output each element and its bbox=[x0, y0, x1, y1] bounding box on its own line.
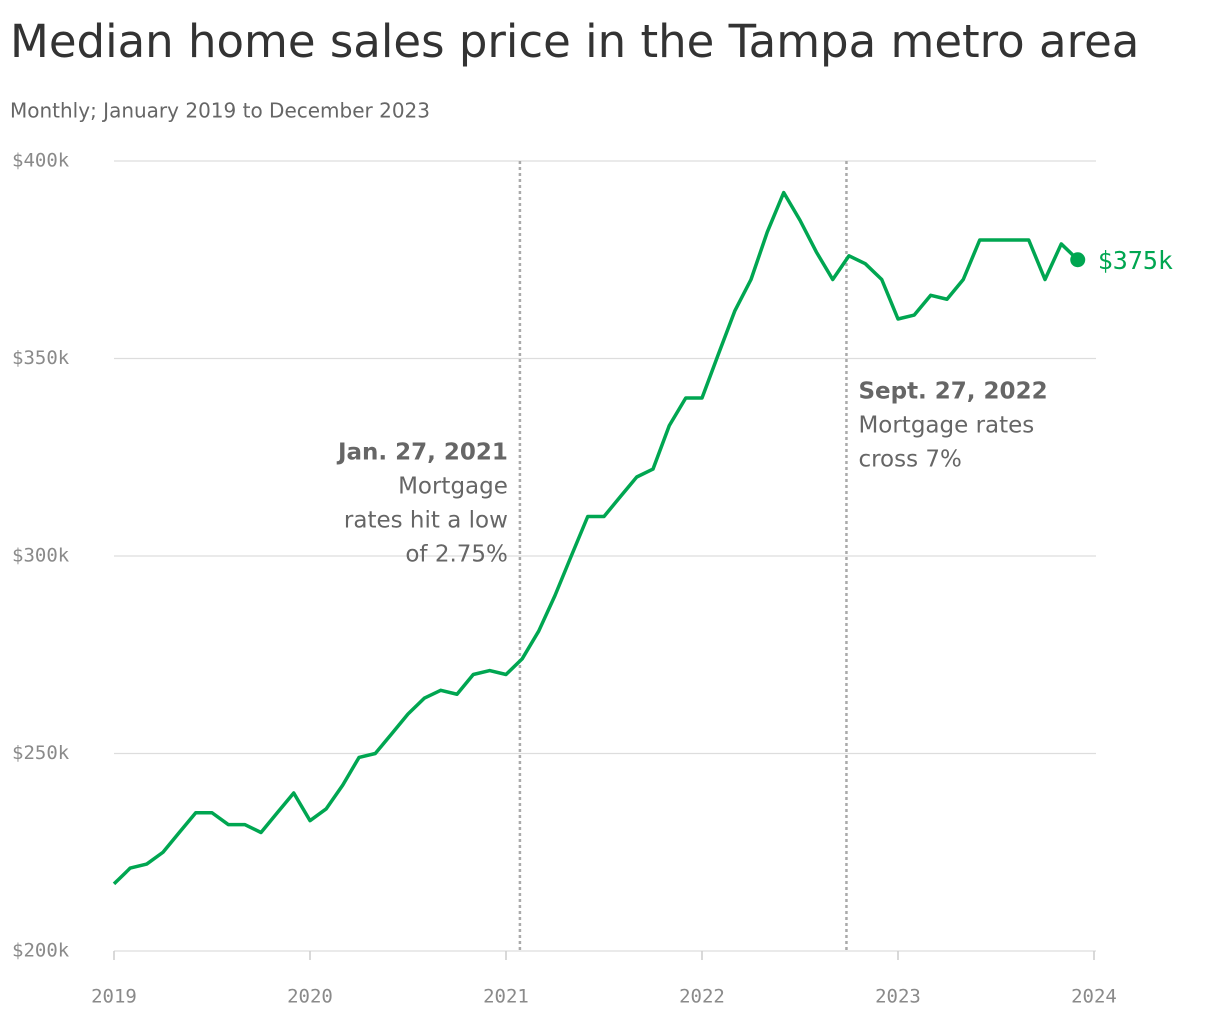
end-point bbox=[1070, 252, 1086, 268]
chart-subtitle: Monthly; January 2019 to December 2023 bbox=[10, 99, 430, 123]
y-tick-label: $200k bbox=[12, 940, 70, 962]
annotation-title: Jan. 27, 2021 bbox=[336, 440, 508, 466]
x-tick-label: 2019 bbox=[91, 986, 137, 1008]
annotation-text: of 2.75% bbox=[405, 542, 508, 568]
annotation-title: Sept. 27, 2022 bbox=[858, 379, 1047, 405]
x-tick-label: 2023 bbox=[875, 986, 921, 1008]
annotation-text: Mortgage rates bbox=[858, 413, 1034, 439]
y-tick-label: $250k bbox=[12, 742, 70, 764]
annotation-text: Mortgage bbox=[398, 474, 508, 500]
x-tick-label: 2021 bbox=[483, 986, 529, 1008]
y-tick-label: $350k bbox=[12, 347, 70, 369]
x-tick-label: 2022 bbox=[679, 986, 725, 1008]
annotation-text: cross 7% bbox=[858, 447, 961, 473]
line bbox=[112, 190, 1079, 886]
x-tick-label: 2024 bbox=[1071, 986, 1117, 1008]
y-tick-label: $300k bbox=[12, 545, 70, 567]
chart-title: Median home sales price in the Tampa met… bbox=[10, 15, 1139, 68]
annotation-text: rates hit a low bbox=[344, 508, 508, 534]
value-label: $375k bbox=[1098, 246, 1173, 275]
x-tick-label: 2020 bbox=[287, 986, 333, 1008]
y-tick-label: $400k bbox=[12, 150, 70, 172]
